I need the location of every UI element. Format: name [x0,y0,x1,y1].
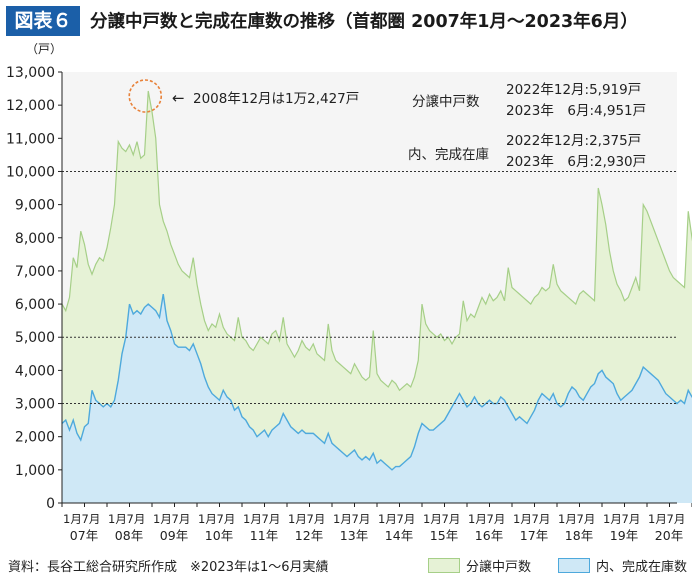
legend-inventory: 内、完成在庫数 [558,556,687,575]
inventory-box-label: 内、完成在庫 [408,147,489,163]
x-tick-label-month: 7月 [172,512,191,526]
y-tick-label: 5,000 [15,330,55,346]
x-tick-label-year: 19年 [610,528,638,543]
y-tick-label: 6,000 [15,297,55,313]
supply-line [61,90,692,392]
x-tick-label-year: 14年 [385,528,413,543]
x-tick-label-month: 1月 [153,512,172,526]
y-tick-label: 10,000 [6,164,55,180]
x-tick-label-month: 1月 [648,512,667,526]
supply-box-line2: 2023年 6月:4,951戸 [506,103,646,119]
x-tick-label-month: 1月 [243,512,262,526]
x-tick-label-month: 7月 [532,512,551,526]
chart-title: 分譲中戸数と完成在庫数の推移（首都圏 2007年1月〜2023年6月） [90,12,638,32]
x-tick-label-month: 1月 [198,512,217,526]
peak-annotation: 2008年12月は1万2,427戸 [193,91,359,107]
x-tick-label-year: 20年 [655,528,683,543]
y-tick-label: 2,000 [15,430,55,446]
figure-number-badge: 図表６ [6,6,80,36]
legend-supply: 分譲中戸数 [428,556,531,575]
y-tick-label: 8,000 [15,231,55,247]
y-tick-label: 13,000 [6,65,55,81]
source-note: 資料：長谷工総合研究所作成 ※2023年は1〜6月実績 [8,560,329,575]
y-axis-unit: （戸） [26,42,62,56]
x-tick-label-year: 11年 [250,528,278,543]
legend-swatch-inventory [558,558,590,573]
x-tick-label-month: 1月 [108,512,127,526]
inventory-line [61,294,692,471]
x-tick-label-month: 7月 [127,512,146,526]
peak-highlight-circle [128,79,163,113]
x-tick-label-year: 16年 [475,528,503,543]
peak-arrow: ← [172,89,185,107]
legend-swatch-supply [428,558,460,573]
x-tick-label-month: 7月 [82,512,101,526]
supply-box-label: 分譲中戸数 [412,94,480,110]
x-tick-label-month: 7月 [397,512,416,526]
x-tick-label-month: 7月 [577,512,596,526]
x-tick-label-year: 17年 [520,528,548,543]
x-tick-label-month: 1月 [288,512,307,526]
legend-label-supply: 分譲中戸数 [466,560,532,575]
y-tick-label: 12,000 [6,98,55,114]
x-tick-label-month: 1月 [423,512,442,526]
x-tick-label-month: 1月 [333,512,352,526]
inventory-box-line2: 2023年 6月:2,930戸 [506,154,646,170]
supply-box-line1: 2022年12月:5,919戸 [506,82,641,98]
x-tick-label-month: 7月 [352,512,371,526]
x-tick-label-month: 7月 [667,512,686,526]
y-tick-label: 9,000 [15,198,55,214]
x-tick-label-month: 1月 [603,512,622,526]
x-tick-label-month: 7月 [622,512,641,526]
x-tick-label-month: 7月 [487,512,506,526]
legend-label-inventory: 内、完成在庫数 [596,560,688,575]
x-tick-label-year: 07年 [70,528,98,543]
inventory-box-line1: 2022年12月:2,375戸 [506,133,641,149]
x-tick-label-year: 08年 [115,528,143,543]
x-tick-label-month: 7月 [442,512,461,526]
y-tick-label: 7,000 [15,264,55,280]
y-tick-label: 3,000 [15,397,55,413]
y-tick-label: 1,000 [15,463,55,479]
x-tick-label-month: 1月 [513,512,532,526]
x-tick-label-month: 1月 [558,512,577,526]
x-tick-label-year: 13年 [340,528,368,543]
x-tick-label-month: 7月 [262,512,281,526]
x-tick-label-month: 7月 [217,512,236,526]
x-tick-label-month: 7月 [307,512,326,526]
x-tick-label-month: 1月 [63,512,82,526]
x-tick-label-year: 18年 [565,528,593,543]
x-tick-label-year: 09年 [160,528,188,543]
y-tick-label: 0 [46,496,55,512]
y-tick-label: 11,000 [6,131,55,147]
x-tick-label-year: 10年 [205,528,233,543]
x-tick-label-year: 12年 [295,528,323,543]
inventory-area [62,294,692,503]
x-tick-label-month: 1月 [378,512,397,526]
y-tick-label: 4,000 [15,363,55,379]
x-tick-label-month: 1月 [468,512,487,526]
x-tick-label-year: 15年 [430,528,458,543]
